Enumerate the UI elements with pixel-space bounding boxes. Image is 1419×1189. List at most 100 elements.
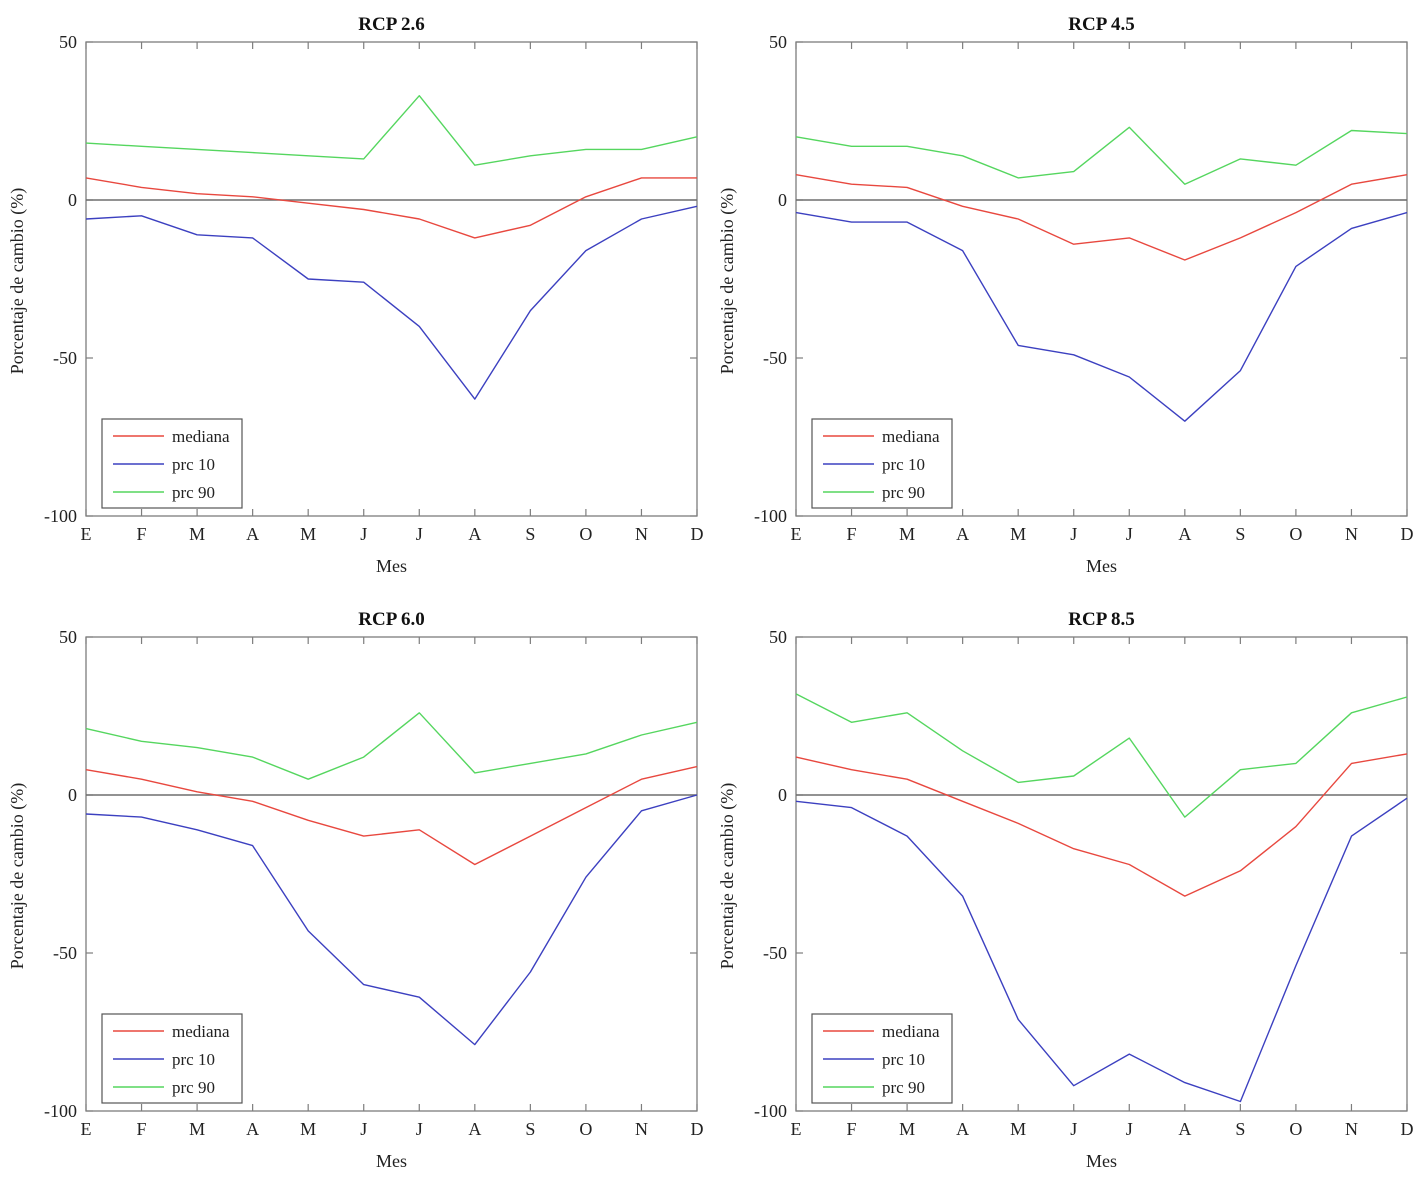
axes-box bbox=[85, 41, 698, 517]
legend-label-prc10: prc 10 bbox=[882, 455, 925, 474]
chart-panel-rcp-2-6: E F M A M J J A S O N D 50 0 -50 -100 mediana prc 10 prc 9… bbox=[0, 0, 709, 594]
y-tick-label: 50 bbox=[769, 32, 787, 52]
plot-area: E F M A M J J A S O N D 50 0 -50 -100 mediana prc 10 prc 9… bbox=[44, 32, 704, 544]
x-tick-label: J bbox=[416, 1119, 423, 1139]
legend-label-prc90: prc 90 bbox=[882, 483, 925, 502]
x-tick-label: M bbox=[300, 1119, 316, 1139]
x-tick-label: A bbox=[1178, 1119, 1191, 1139]
y-tick-label: -50 bbox=[763, 943, 787, 963]
y-tick-label: -100 bbox=[754, 506, 787, 526]
x-tick-label: M bbox=[899, 524, 915, 544]
x-tick-label: E bbox=[81, 1119, 92, 1139]
x-tick-label: S bbox=[525, 524, 535, 544]
x-tick-label: J bbox=[1070, 524, 1077, 544]
x-tick-label: M bbox=[189, 524, 205, 544]
x-tick-label: S bbox=[1235, 1119, 1245, 1139]
x-tick-label: S bbox=[1235, 524, 1245, 544]
x-tick-label: N bbox=[635, 1119, 648, 1139]
x-tick-label: O bbox=[579, 524, 592, 544]
x-tick-label: A bbox=[1178, 524, 1191, 544]
x-tick-label: N bbox=[1345, 524, 1358, 544]
legend-label-mediana: mediana bbox=[172, 427, 230, 446]
axes-box bbox=[85, 636, 698, 1112]
y-tick-label: 0 bbox=[778, 785, 787, 805]
series-line-prc-90 bbox=[795, 693, 1408, 818]
x-tick-label: F bbox=[137, 1119, 147, 1139]
x-tick-label: O bbox=[1289, 1119, 1302, 1139]
y-tick-label: -50 bbox=[53, 943, 77, 963]
x-tick-label: S bbox=[525, 1119, 535, 1139]
x-tick-label: D bbox=[1401, 524, 1414, 544]
axes-box bbox=[795, 636, 1408, 1112]
series-line-mediana bbox=[85, 177, 697, 239]
y-axis-label: Porcentaje de cambio (%) bbox=[7, 782, 27, 970]
series-line-prc-10 bbox=[85, 794, 698, 1046]
chart-panel-rcp-6-0: E F M A M J J A S O N D 50 0 -50 -100 mediana prc 10 prc 9… bbox=[0, 595, 709, 1189]
x-tick-label: E bbox=[81, 524, 92, 544]
x-tick-label: M bbox=[1010, 1119, 1026, 1139]
y-axis-label: Porcentaje de cambio (%) bbox=[717, 187, 737, 375]
legend-label-prc10: prc 10 bbox=[172, 1050, 215, 1069]
series-line-prc-90 bbox=[85, 94, 698, 166]
legend-label-mediana: mediana bbox=[882, 1022, 940, 1041]
x-tick-label: A bbox=[246, 1119, 259, 1139]
x-tick-label: M bbox=[189, 1119, 205, 1139]
x-tick-label: D bbox=[691, 1119, 704, 1139]
y-tick-label: -100 bbox=[44, 1101, 77, 1121]
x-tick-label: A bbox=[956, 1119, 969, 1139]
chart-panel-rcp-4-5: E F M A M J J A S O N D 50 0 -50 -100 mediana prc 10 prc 9… bbox=[710, 0, 1419, 594]
y-tick-label: -50 bbox=[53, 348, 77, 368]
x-tick-label: N bbox=[635, 524, 648, 544]
x-tick-label: J bbox=[360, 1119, 367, 1139]
y-tick-label: 50 bbox=[59, 32, 77, 52]
x-tick-label: M bbox=[300, 524, 316, 544]
x-tick-label: A bbox=[468, 524, 481, 544]
y-axis-label: Porcentaje de cambio (%) bbox=[7, 187, 27, 375]
chart-title: RCP 8.5 bbox=[1068, 609, 1135, 630]
x-tick-label: M bbox=[1010, 524, 1026, 544]
chart-panel-rcp-8-5: E F M A M J J A S O N D 50 0 -50 -100 mediana prc 10 prc 9… bbox=[710, 595, 1419, 1189]
x-tick-label: F bbox=[847, 1119, 857, 1139]
y-tick-label: 0 bbox=[778, 190, 787, 210]
series-line-prc-10 bbox=[795, 211, 1408, 422]
x-tick-label: O bbox=[1289, 524, 1302, 544]
x-tick-label: F bbox=[847, 524, 857, 544]
x-tick-label: J bbox=[360, 524, 367, 544]
axes-box bbox=[795, 41, 1408, 517]
y-tick-label: 0 bbox=[68, 785, 77, 805]
legend-label-prc10: prc 10 bbox=[882, 1050, 925, 1069]
y-tick-label: 0 bbox=[68, 190, 77, 210]
x-tick-label: J bbox=[1126, 1119, 1133, 1139]
x-tick-label: F bbox=[137, 524, 147, 544]
legend-label-prc90: prc 90 bbox=[172, 1078, 215, 1097]
x-tick-label: E bbox=[791, 1119, 802, 1139]
x-tick-label: J bbox=[416, 524, 423, 544]
x-tick-label: D bbox=[1401, 1119, 1414, 1139]
legend-label-prc10: prc 10 bbox=[172, 455, 215, 474]
x-tick-label: M bbox=[899, 1119, 915, 1139]
x-tick-label: J bbox=[1070, 1119, 1077, 1139]
series-line-prc-90 bbox=[85, 712, 698, 780]
chart-title: RCP 4.5 bbox=[1068, 14, 1135, 35]
series-line-prc-10 bbox=[85, 205, 698, 400]
x-axis-label: Mes bbox=[376, 1151, 407, 1171]
y-tick-label: 50 bbox=[769, 627, 787, 647]
y-axis-label: Porcentaje de cambio (%) bbox=[717, 782, 737, 970]
series-line-mediana bbox=[85, 765, 698, 866]
x-tick-label: E bbox=[791, 524, 802, 544]
y-tick-label: 50 bbox=[59, 627, 77, 647]
x-tick-label: D bbox=[691, 524, 704, 544]
series-line-prc-90 bbox=[795, 126, 1408, 185]
series-line-mediana bbox=[795, 174, 1408, 261]
x-axis-label: Mes bbox=[1086, 1151, 1117, 1171]
y-tick-label: -100 bbox=[44, 506, 77, 526]
x-axis-label: Mes bbox=[1086, 556, 1117, 576]
x-tick-label: O bbox=[579, 1119, 592, 1139]
x-tick-label: A bbox=[956, 524, 969, 544]
x-tick-label: N bbox=[1345, 1119, 1358, 1139]
legend-label-mediana: mediana bbox=[882, 427, 940, 446]
y-tick-label: -50 bbox=[763, 348, 787, 368]
x-tick-label: A bbox=[468, 1119, 481, 1139]
plot-area: E F M A M J J A S O N D 50 0 -50 -100 mediana prc 10 prc 9… bbox=[754, 627, 1414, 1139]
